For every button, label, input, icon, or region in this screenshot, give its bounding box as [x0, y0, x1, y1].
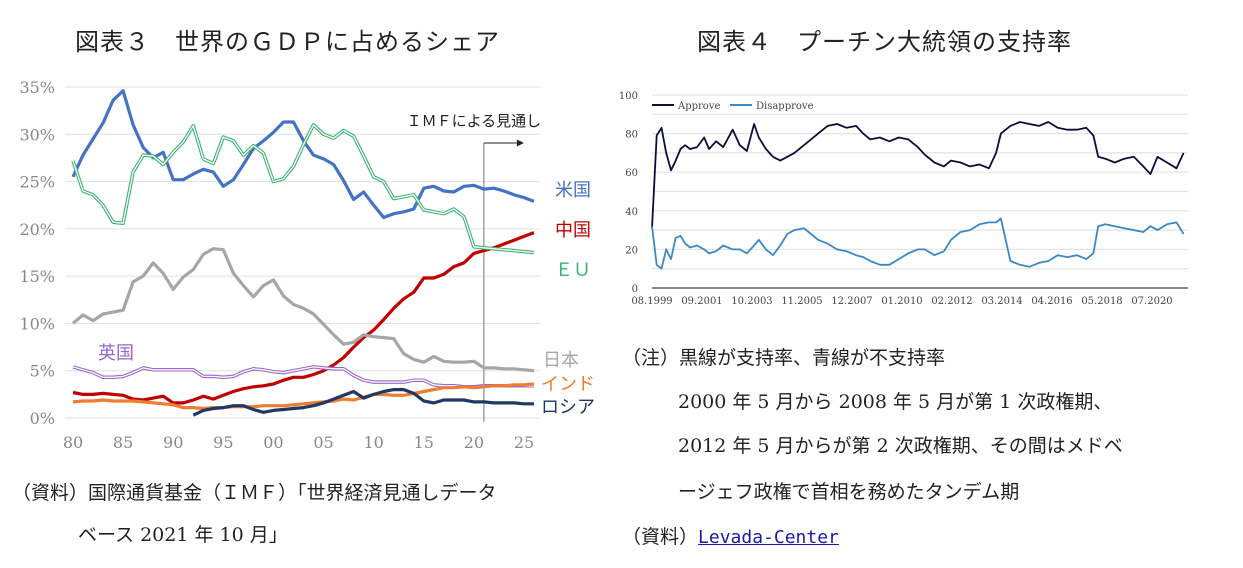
approval-series [651, 121, 1185, 270]
series-line-日本 [71, 247, 535, 373]
series-label: ロシア [541, 397, 595, 418]
x-tick-label: 03.2014 [981, 296, 1022, 307]
series-line-ロシア [192, 388, 534, 417]
series-line-中国 [72, 231, 535, 405]
x-tick-label: 11.2005 [781, 296, 822, 307]
source-imf-line2: ベース 2021 年 10 月」 [78, 524, 288, 546]
approval-legend: Approve Disapprove [652, 101, 814, 112]
series-line-inner [72, 124, 535, 254]
gdp-share-series [71, 89, 535, 417]
x-tick-label: 04.2016 [1031, 296, 1072, 307]
y-tick-label: 5% [30, 362, 55, 381]
series-label: 英国 [98, 343, 134, 364]
gdp-share-chart: 0% 5% 10% 15% 20% 25% 30% 35% 80 85 90 95 00 05 10 15 2… [19, 78, 595, 452]
y-tick-label: 80 [625, 130, 638, 141]
x-tick-label: 80 [63, 433, 83, 452]
x-tick-label: 10 [363, 433, 383, 452]
series-label: インド [541, 374, 595, 395]
approval-y-axis: 0 20 40 60 80 100 [619, 91, 638, 295]
y-tick-label: 20 [625, 245, 638, 256]
y-tick-label: 0% [30, 409, 55, 428]
x-tick-label: 90 [163, 433, 183, 452]
y-tick-label: 60 [625, 168, 638, 179]
approval-grid [652, 94, 1188, 289]
x-tick-label: 25 [514, 433, 534, 452]
x-tick-label: 85 [113, 433, 133, 452]
series-label: 中国 [555, 220, 591, 241]
x-tick-label: 05 [313, 433, 333, 452]
y-tick-label: 0 [632, 284, 638, 295]
x-tick-label: 95 [213, 433, 233, 452]
gdp-share-x-axis: 80 85 90 95 00 05 10 15 20 25 [63, 433, 534, 452]
source-levada: （資料）Levada-Center [622, 522, 839, 549]
note-line1: （注）黒線が支持率、青線が不支持率 [622, 347, 946, 369]
series-label: 日本 [543, 350, 579, 371]
y-tick-label: 15% [19, 267, 55, 286]
x-tick-label: 00 [263, 433, 283, 452]
x-tick-label: 01.2010 [881, 296, 922, 307]
x-tick-label: 05.2018 [1081, 296, 1122, 307]
y-tick-label: 30% [19, 125, 55, 144]
y-tick-label: 20% [19, 220, 55, 239]
chart-title-putin-approval: 図表４ プーチン大統領の支持率 [697, 28, 1072, 56]
series-line-disapprove [651, 217, 1185, 270]
legend-label: Approve [677, 101, 720, 112]
note-line2: 2000 年 5 月から 2008 年 5 月が第 1 次政権期、 [678, 391, 1113, 413]
note-line3: 2012 年 5 月からが第 2 次政権期、その間はメドベ [678, 435, 1123, 457]
y-tick-label: 25% [19, 173, 55, 192]
note-line4: ージェフ政権で首相を務めたタンデム期 [678, 481, 1020, 503]
y-tick-label: 40 [625, 207, 638, 218]
chart-title-gdp-share: 図表３ 世界のＧＤＰに占めるシェア [75, 28, 500, 56]
arrow-right-icon [516, 139, 524, 147]
imf-forecast-annotation: ＩＭＦによる見通し [407, 112, 542, 422]
approval-x-axis: 08.1999 09.2001 10.2003 11.2005 12.2007 01.20… [631, 296, 1172, 307]
y-tick-label: 35% [19, 78, 55, 97]
series-label: 米国 [555, 180, 591, 201]
x-tick-label: 07.2020 [1131, 296, 1172, 307]
x-tick-label: 12.2007 [831, 296, 872, 307]
series-line-approve [651, 121, 1185, 229]
x-tick-label: 09.2001 [681, 296, 722, 307]
y-tick-label: 100 [619, 91, 638, 102]
x-tick-label: 08.1999 [631, 296, 672, 307]
levada-center-link[interactable]: Levada-Center [698, 527, 839, 548]
putin-approval-chart: 0 20 40 60 80 100 08.1999 09.2001 10.2003 11.200… [619, 91, 1188, 307]
source-prefix: （資料） [622, 526, 699, 548]
source-imf-line1: （資料）国際通貨基金（ＩＭＦ）「世界経済見通しデータ [12, 482, 497, 504]
gdp-share-y-axis: 0% 5% 10% 15% 20% 25% 30% 35% [19, 78, 55, 428]
y-tick-label: 10% [19, 314, 55, 333]
x-tick-label: 02.2012 [931, 296, 972, 307]
series-label: ＥＵ [555, 260, 591, 281]
series-line-インド [72, 382, 535, 411]
legend-label: Disapprove [756, 101, 814, 112]
imf-forecast-label: ＩＭＦによる見通し [407, 112, 542, 130]
x-tick-label: 15 [414, 433, 434, 452]
x-tick-label: 10.2003 [731, 296, 772, 307]
x-tick-label: 20 [464, 433, 484, 452]
